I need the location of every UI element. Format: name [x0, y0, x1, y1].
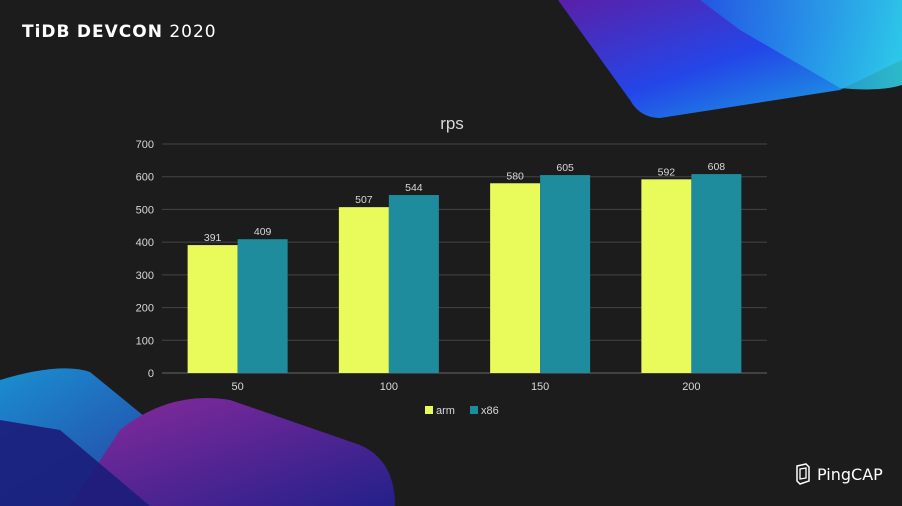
brand-name: DEVCON	[76, 22, 163, 42]
corner-shape-bottom-purple	[70, 398, 395, 506]
legend: arm x86	[425, 405, 499, 417]
legend-label: x86	[481, 405, 499, 417]
y-tick-label: 200	[136, 303, 154, 315]
bar-arm-50	[187, 245, 238, 373]
data-label: 391	[204, 232, 222, 244]
legend-label: arm	[436, 405, 455, 417]
data-label: 592	[658, 166, 676, 178]
pingcap-icon	[796, 463, 810, 485]
bar-arm-150	[490, 183, 541, 373]
bar-x86-200	[691, 174, 742, 373]
corner-shape-bottom-dark	[0, 420, 150, 506]
logo-text: PingCAP	[817, 464, 883, 484]
x-tick-label: 150	[531, 381, 549, 393]
data-label: 608	[708, 161, 726, 173]
bar-x86-150	[540, 175, 591, 373]
bar-arm-100	[338, 207, 389, 373]
data-label: 409	[254, 226, 272, 238]
y-tick-label: 100	[136, 335, 154, 347]
y-tick-label: 400	[136, 237, 154, 249]
event-brand: TiDB DEVCON 2020	[22, 22, 217, 42]
y-axis-ticks: 0 100 200 300 400 500 600 700	[136, 139, 154, 380]
bar-x86-100	[388, 195, 439, 373]
legend-swatch-arm	[425, 406, 433, 414]
y-tick-label: 700	[136, 139, 154, 151]
legend-swatch-x86	[470, 406, 478, 414]
x-tick-label: 200	[682, 381, 700, 393]
bar-x86-50	[237, 239, 288, 373]
x-tick-label: 100	[380, 381, 398, 393]
data-label: 507	[355, 194, 373, 206]
x-tick-label: 50	[232, 381, 244, 393]
y-tick-label: 500	[136, 204, 154, 216]
x-axis-ticks: 50 100 150 200	[232, 381, 701, 393]
corner-shape-top-right-accent	[700, 0, 902, 90]
data-labels: 391 409 507 544 580 605 592 608	[204, 161, 725, 244]
bars	[187, 174, 742, 373]
pingcap-logo: PingCAP	[794, 463, 883, 485]
y-tick-label: 600	[136, 172, 154, 184]
bar-arm-200	[641, 179, 692, 373]
y-tick-label: 300	[136, 270, 154, 282]
data-label: 605	[556, 162, 574, 174]
data-label: 580	[506, 170, 524, 182]
y-tick-label: 0	[148, 368, 154, 380]
brand-prefix: TiDB	[22, 22, 71, 42]
data-label: 544	[405, 182, 423, 194]
brand-year: 2020	[169, 22, 217, 42]
chart-title: rps	[440, 114, 464, 133]
